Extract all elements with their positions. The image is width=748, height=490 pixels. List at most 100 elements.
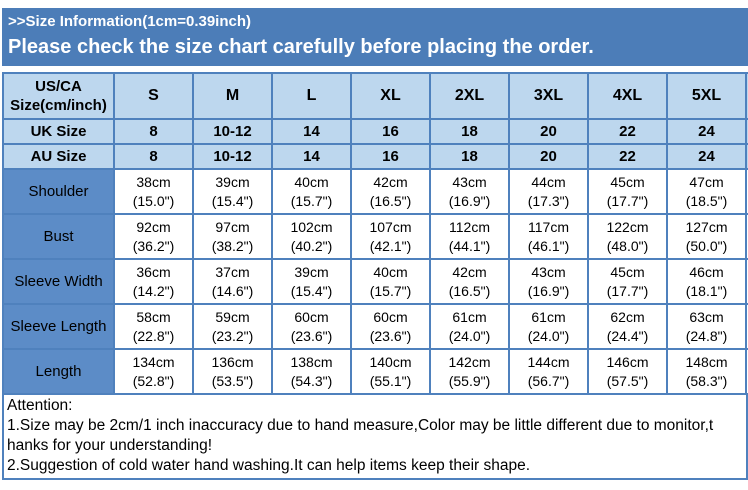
measurement-cell: 58cm (22.8") <box>113 303 194 350</box>
size-column-header: 3XL <box>508 72 589 120</box>
measurement-cm-value: 134cm <box>132 353 175 370</box>
measurement-cm-value: 39cm <box>294 263 329 280</box>
size-value-cell: 10-12 <box>192 118 273 145</box>
banner-title: >>Size Information(1cm=0.39inch) <box>8 13 251 30</box>
table-edge-spacer <box>745 118 748 145</box>
measurement-cm-value: 61cm <box>531 308 566 325</box>
measurement-inch-value: (18.5") <box>685 192 728 209</box>
measurement-cell: 39cm (15.4") <box>271 258 352 305</box>
measurement-inch-value: (50.0") <box>685 237 728 254</box>
measurement-cell: 45cm (17.7") <box>587 168 668 215</box>
corner-header-line: Size(cm/inch) <box>10 97 107 114</box>
attention-line: 1.Size may be 2cm/1 inch inaccuracy due … <box>7 417 714 434</box>
size-header-row: US/CA Size(cm/inch) S M L XL 2XL 3XL 4XL 5XL <box>2 72 748 120</box>
measurement-cm-value: 140cm <box>369 353 412 370</box>
size-value-cell: 8 <box>113 118 194 145</box>
size-value-cell: 20 <box>508 143 589 170</box>
measurement-inch-value: (24.0") <box>527 327 570 344</box>
measurement-cell: 36cm (14.2") <box>113 258 194 305</box>
measurement-inch-value: (40.2") <box>290 237 333 254</box>
measurement-cm-value: 42cm <box>373 173 408 190</box>
us-ca-size-header: US/CA Size(cm/inch) <box>2 72 115 120</box>
measurement-inch-value: (23.2") <box>211 327 254 344</box>
size-value-cell: 8 <box>113 143 194 170</box>
measurement-cm-value: 92cm <box>136 218 171 235</box>
measurement-cm-value: 63cm <box>689 308 724 325</box>
measurement-cm-value: 43cm <box>452 173 487 190</box>
measurement-inch-value: (53.5") <box>211 372 254 389</box>
measurement-cell: 62cm (24.4") <box>587 303 668 350</box>
measurement-cm-value: 122cm <box>606 218 649 235</box>
size-table-head: US/CA Size(cm/inch) S M L XL 2XL 3XL 4XL 5XL <box>2 72 748 120</box>
measurement-cm-value: 38cm <box>136 173 171 190</box>
measurement-row: Sleeve Length 58cm (22.8") 59cm (23.2") 60cm (… <box>2 303 748 350</box>
measurement-cell: 59cm (23.2") <box>192 303 273 350</box>
measurement-inch-value: (24.0") <box>448 327 491 344</box>
measurement-cm-value: 102cm <box>290 218 333 235</box>
measurement-cm-value: 43cm <box>531 263 566 280</box>
measurement-inch-value: (54.3") <box>290 372 333 389</box>
measurement-inch-value: (15.0") <box>132 192 175 209</box>
measurement-cell: 138cm (54.3") <box>271 348 352 395</box>
measurement-cell: 117cm (46.1") <box>508 213 589 260</box>
measurement-inch-value: (23.6") <box>290 327 333 344</box>
size-chart-page: >>Size Information(1cm=0.39inch) Please … <box>0 8 748 480</box>
size-column-header: L <box>271 72 352 120</box>
measurement-cm-value: 61cm <box>452 308 487 325</box>
size-column-header: M <box>192 72 273 120</box>
measurement-cm-value: 60cm <box>294 308 329 325</box>
measurement-inch-value: (22.8") <box>132 327 175 344</box>
measurement-cell: 97cm (38.2") <box>192 213 273 260</box>
measurement-cm-value: 62cm <box>610 308 645 325</box>
measurement-cm-value: 107cm <box>369 218 412 235</box>
uk-size-row-label: UK Size <box>2 118 115 145</box>
measurement-inch-value: (52.8") <box>132 372 175 389</box>
measurement-inch-value: (16.9") <box>448 192 491 209</box>
measurement-cell: 43cm (16.9") <box>508 258 589 305</box>
measurement-inch-value: (23.6") <box>369 327 412 344</box>
measurement-cell: 102cm (40.2") <box>271 213 352 260</box>
measurement-cell: 37cm (14.6") <box>192 258 273 305</box>
measurement-cm-value: 60cm <box>373 308 408 325</box>
attention-heading: Attention: <box>7 397 73 414</box>
attention-line: 2.Suggestion of cold water hand washing.… <box>7 457 531 474</box>
measurement-inch-value: (15.4") <box>290 282 333 299</box>
measurement-cell: 144cm (56.7") <box>508 348 589 395</box>
measurement-inch-value: (38.2") <box>211 237 254 254</box>
measurement-inch-value: (55.9") <box>448 372 491 389</box>
measurement-inch-value: (48.0") <box>606 237 649 254</box>
measurement-inch-value: (17.7") <box>606 282 649 299</box>
measurement-cm-value: 142cm <box>448 353 491 370</box>
measurement-cm-value: 144cm <box>527 353 570 370</box>
measurement-cm-value: 146cm <box>606 353 649 370</box>
measurement-cell: 146cm (57.5") <box>587 348 668 395</box>
measurement-inch-value: (55.1") <box>369 372 412 389</box>
table-edge-spacer <box>745 143 748 170</box>
measurement-cell: 45cm (17.7") <box>587 258 668 305</box>
measurement-cm-value: 148cm <box>685 353 728 370</box>
measurement-cell: 47cm (18.5") <box>666 168 747 215</box>
measurement-cell: 61cm (24.0") <box>429 303 510 350</box>
table-edge-spacer <box>745 168 748 215</box>
measurement-inch-value: (56.7") <box>527 372 570 389</box>
measurement-cell: 43cm (16.9") <box>429 168 510 215</box>
size-value-cell: 14 <box>271 143 352 170</box>
au-size-row: AU Size 8 10-12 14 16 18 20 22 24 <box>2 143 748 170</box>
measurement-inch-value: (16.5") <box>448 282 491 299</box>
size-column-header: XL <box>350 72 431 120</box>
measurement-cell: 142cm (55.9") <box>429 348 510 395</box>
measurement-cell: 38cm (15.0") <box>113 168 194 215</box>
measurement-label: Sleeve Width <box>2 258 115 305</box>
size-value-cell: 22 <box>587 118 668 145</box>
measurement-row: Length 134cm (52.8") 136cm (53.5") 138cm (54.3… <box>2 348 748 395</box>
size-value-cell: 16 <box>350 118 431 145</box>
measurement-cm-value: 45cm <box>610 263 645 280</box>
measurement-inch-value: (15.7") <box>369 282 412 299</box>
measurement-cm-value: 112cm <box>449 218 490 235</box>
measurement-inch-value: (15.4") <box>211 192 254 209</box>
measurement-cell: 39cm (15.4") <box>192 168 273 215</box>
attention-line: hanks for your understanding! <box>7 437 213 454</box>
measurement-cell: 42cm (16.5") <box>350 168 431 215</box>
size-chart-table: US/CA Size(cm/inch) S M L XL 2XL 3XL 4XL 5XL UK S… <box>2 72 748 395</box>
size-value-cell: 16 <box>350 143 431 170</box>
